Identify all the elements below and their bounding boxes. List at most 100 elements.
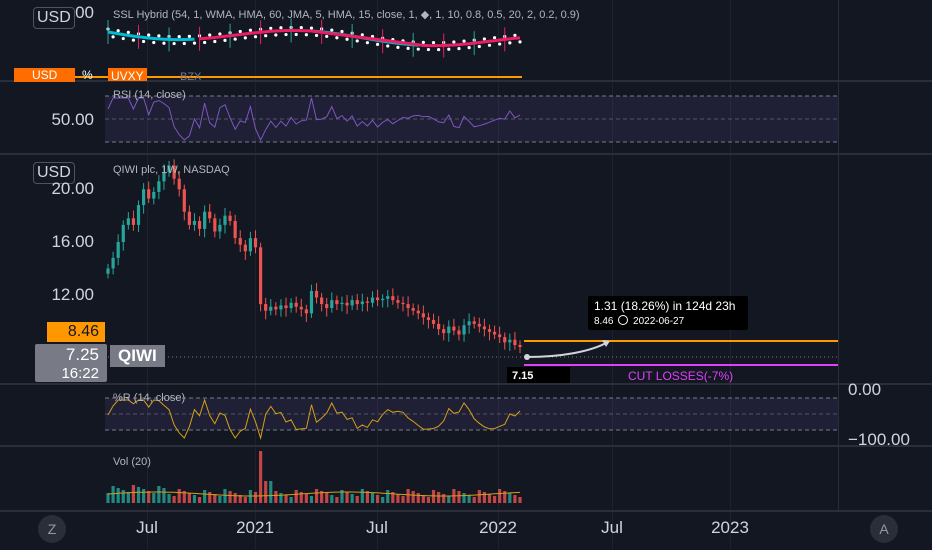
volume-bar — [152, 493, 156, 503]
candle — [381, 298, 385, 301]
willr-axis-top: 0.00 — [848, 380, 882, 399]
pane-separator[interactable] — [0, 445, 932, 447]
volume-bar — [411, 491, 415, 503]
ssl-dot — [152, 40, 156, 45]
willr-axis-bottom: −100.00 — [848, 430, 910, 449]
candle — [177, 178, 181, 190]
ssl-dot — [223, 38, 227, 42]
candle — [431, 319, 436, 324]
volume-bar — [218, 496, 222, 503]
pane-separator[interactable] — [0, 383, 932, 385]
x-axis-label: 2023 — [711, 518, 749, 537]
overlap-tags: USD % — [14, 68, 104, 82]
volume-bar — [289, 497, 293, 503]
ssl-dot — [457, 46, 461, 51]
candle — [213, 218, 217, 232]
candle — [269, 306, 273, 311]
volume-bar — [314, 489, 319, 503]
candle — [457, 330, 461, 335]
symbol-label[interactable]: QIWI — [110, 345, 165, 367]
candles-group — [106, 159, 522, 353]
candle — [172, 165, 176, 179]
ssl-dot — [111, 35, 115, 39]
candle — [447, 326, 451, 334]
candle — [284, 305, 288, 309]
willr-legend[interactable]: %R (14, close) — [113, 392, 186, 404]
grid-line — [498, 0, 499, 550]
candle — [258, 247, 263, 305]
pane-separator[interactable] — [0, 153, 932, 155]
candle — [248, 238, 253, 252]
pane-separator[interactable] — [0, 510, 932, 512]
clock-icon — [618, 315, 629, 325]
candle — [309, 290, 314, 314]
ssl-dot — [243, 36, 247, 40]
candle — [375, 297, 380, 301]
pane-separator[interactable] — [0, 80, 932, 82]
ssl-dot — [126, 30, 130, 34]
volume-bar — [197, 497, 202, 503]
volume-bar — [360, 489, 364, 503]
volume-bar — [258, 451, 263, 503]
candle — [152, 191, 156, 199]
volume-bar — [487, 494, 492, 503]
ssl-baseline-down — [199, 29, 521, 48]
candle — [131, 218, 136, 225]
volume-bar — [370, 493, 375, 503]
ssl-dot — [187, 34, 191, 38]
ssl-dot — [386, 44, 390, 48]
ssl-legend[interactable]: SSL Hybrid (54, 1, WMA, HMA, 60, JMA, 5,… — [113, 9, 580, 21]
main-legend[interactable]: QIWI plc, 1W, NASDAQ — [113, 164, 230, 176]
ssl-dot — [375, 42, 380, 46]
ssl-dot — [269, 26, 273, 30]
candle — [472, 321, 476, 324]
rsi-legend[interactable]: RSI (14, close) — [113, 89, 186, 101]
candle — [228, 215, 232, 221]
volume-bar — [320, 491, 324, 503]
volume-bar — [457, 491, 461, 503]
ssl-dot — [462, 39, 466, 43]
candle — [442, 329, 446, 334]
last-price-tag[interactable]: 7.25 16:22 — [35, 344, 107, 382]
ssl-dot — [192, 41, 197, 45]
alert-price-tag[interactable]: 8.46 — [47, 322, 105, 342]
candle — [513, 339, 517, 346]
volume-bar — [126, 492, 130, 503]
candle — [345, 302, 349, 306]
volume-bar — [157, 486, 161, 503]
volume-bar — [264, 481, 268, 503]
candle — [340, 302, 344, 305]
volume-bar — [233, 493, 237, 503]
ssl-dot — [208, 33, 212, 37]
ssl-dot — [482, 37, 486, 41]
last-price-value: 7.25 — [65, 345, 99, 364]
ssl-dot — [508, 41, 512, 45]
candle — [167, 165, 171, 173]
ssl-dot — [325, 34, 329, 39]
ssl-dot — [426, 47, 431, 52]
volume-bar — [238, 495, 242, 503]
candle — [492, 331, 497, 335]
volume-bar — [482, 492, 486, 503]
currency-badge-main[interactable]: USD — [33, 162, 75, 184]
ssl-dot — [487, 43, 492, 47]
volume-bar — [467, 495, 471, 503]
ssl-dot — [238, 29, 242, 34]
ssl-dot — [406, 46, 410, 51]
rsi-axis-label: 50.00 — [51, 110, 94, 129]
zoom-button[interactable]: Z — [38, 515, 66, 543]
volume-bar — [421, 495, 425, 503]
price-axis-border — [838, 0, 839, 510]
currency-badge[interactable]: USD — [33, 7, 75, 29]
candle — [233, 220, 237, 239]
uvxy-badge: UVXY — [108, 68, 147, 81]
candle — [411, 308, 415, 311]
auto-scale-button[interactable]: A — [870, 515, 898, 543]
candle — [299, 306, 303, 310]
volume-legend[interactable]: Vol (20) — [113, 456, 151, 468]
ssl-dot — [498, 42, 502, 46]
candle — [192, 220, 197, 225]
candle — [279, 305, 283, 310]
ssl-dot — [248, 28, 253, 32]
